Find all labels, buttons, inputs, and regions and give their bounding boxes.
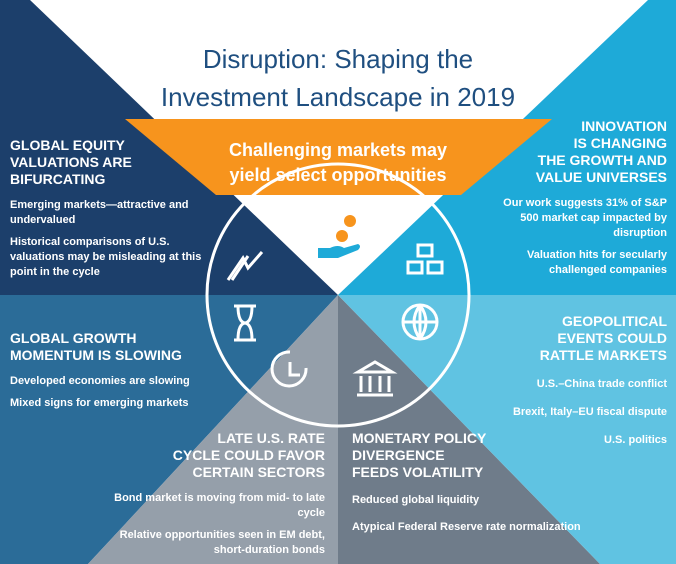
section-heading: GEOPOLITICAL EVENTS COULD RATTLE MARKETS [467,313,667,364]
heading-line: CERTAIN SECTORS [192,464,326,480]
heading-line: GEOPOLITICAL [562,313,667,329]
clock-icon [270,350,308,388]
coin [336,230,348,242]
section: GEOPOLITICAL EVENTS COULD RATTLE MARKETS U.… [467,313,667,448]
arrows-icon [226,251,264,281]
coin [344,215,356,227]
banner-line: Challenging markets may [228,140,448,160]
heading-line: MONETARY POLICY [352,430,487,446]
heading-line: BIFURCATING [10,171,106,187]
section-point: Brexit, Italy–EU fiscal dispute [512,406,667,418]
section-point: Historical comparisons of U.S. valuation… [10,236,202,278]
icons [226,243,444,397]
globe-lines [403,304,437,340]
heading-line: RATTLE MARKETS [539,347,667,363]
section-heading: LATE U.S. RATE CYCLE COULD FAVOR CERTAIN S… [95,430,325,481]
block-icon [426,260,444,275]
heading-line: INNOVATION [581,118,667,134]
section-point: Developed economies are slowing [10,375,190,387]
heading-line: MOMENTUM IS SLOWING [10,347,182,363]
orange-banner [125,119,552,195]
heading-line: VALUATIONS ARE [10,154,132,170]
banner: Challenging markets may yield select opp… [190,138,486,188]
gray-panel [88,295,338,564]
section-heading: MONETARY POLICY DIVERGENCE FEEDS VOLATILIT… [352,430,592,481]
title: Disruption: Shaping the Investment Lands… [110,40,566,116]
block-icon [416,243,434,258]
title-line: Disruption: Shaping the [202,44,474,74]
section-heading: INNOVATION IS CHANGING THE GROWTH AND VALUE… [497,118,667,186]
section-point: Atypical Federal Reserve rate normalizat… [352,521,581,533]
section-point: Reduced global liquidity [352,494,480,506]
hand-coins-icon [318,215,360,258]
blue-panel [0,295,338,564]
section-point: Valuation hits for secularly challenged … [527,249,667,276]
hourglass-icon [234,304,256,342]
banner-line: yield select opportunities [229,165,447,185]
light-blue-panel [338,295,676,564]
section-point: Relative opportunities seen in EM debt, … [119,529,325,556]
heading-line: VALUE UNIVERSES [535,169,667,185]
section-point: Mixed signs for emerging markets [10,397,189,409]
bank-icon [352,360,398,397]
block-icon [406,260,424,275]
section-heading: GLOBAL EQUITY VALUATIONS ARE BIFURCATING [10,137,202,188]
section: MONETARY POLICY DIVERGENCE FEEDS VOLATILIT… [352,430,592,535]
section: LATE U.S. RATE CYCLE COULD FAVOR CERTAIN S… [95,430,325,558]
heading-line: EVENTS COULD [557,330,667,346]
heading-line: DIVERGENCE [352,447,445,463]
heading-line: GLOBAL EQUITY [10,137,125,153]
section-point: Bond market is moving from mid- to late … [114,492,325,519]
section-heading: GLOBAL GROWTH MOMENTUM IS SLOWING [10,330,200,364]
heading-line: LATE U.S. RATE [217,430,325,446]
section-point: U.S. politics [604,434,667,446]
section-point: U.S.–China trade conflict [536,378,667,390]
title-line: Investment Landscape in 2019 [160,82,516,112]
section: GLOBAL GROWTH MOMENTUM IS SLOWING Develope… [10,330,200,411]
heading-line: GLOBAL GROWTH [10,330,137,346]
hand [318,244,360,258]
heading-line: CYCLE COULD FAVOR [172,447,325,463]
heading-line: IS CHANGING [573,135,667,151]
section: GLOBAL EQUITY VALUATIONS ARE BIFURCATING Em… [10,137,202,280]
heading-line: THE GROWTH AND [537,152,667,168]
section-point: Our work suggests 31% of S&P 500 market … [503,197,667,239]
heading-line: FEEDS VOLATILITY [352,464,484,480]
center-ring [205,162,471,428]
section-point: Emerging markets—attractive and underval… [10,199,189,226]
section: INNOVATION IS CHANGING THE GROWTH AND VALUE… [497,118,667,278]
